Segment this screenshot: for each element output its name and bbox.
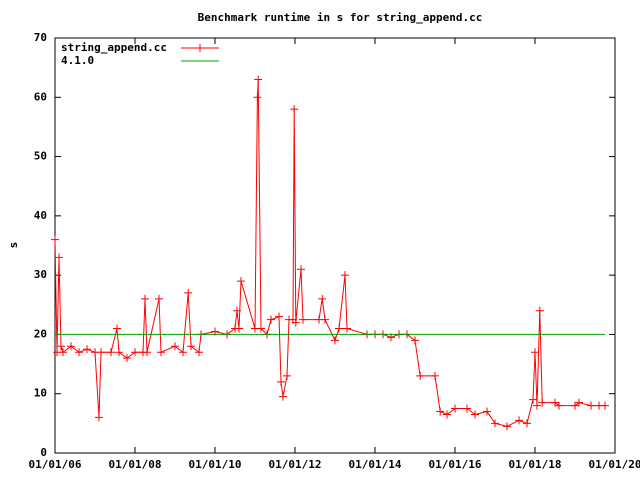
x-tick-label: 01/01/14 — [349, 458, 402, 471]
data-point — [237, 277, 245, 286]
data-point — [436, 407, 445, 416]
x-tick-label: 01/01/10 — [189, 458, 242, 471]
data-point — [463, 404, 471, 413]
data-point — [115, 348, 123, 357]
data-point — [555, 401, 563, 410]
data-point — [254, 75, 263, 84]
data-point — [483, 407, 491, 416]
data-point — [335, 324, 343, 333]
data-point — [275, 312, 283, 321]
data-point — [523, 419, 531, 428]
data-point — [503, 422, 511, 431]
data-point — [187, 342, 195, 351]
data-point — [587, 401, 595, 410]
x-tick-label: 01/01/18 — [509, 458, 562, 471]
data-point — [416, 371, 425, 380]
y-axis-label: s — [7, 242, 20, 249]
data-point — [471, 410, 479, 419]
data-point — [233, 306, 241, 315]
data-point — [195, 348, 203, 357]
data-point — [529, 395, 537, 404]
legend-marker — [196, 44, 204, 52]
data-point — [131, 348, 139, 357]
data-point — [451, 404, 459, 413]
data-point — [257, 324, 265, 333]
data-point — [97, 348, 105, 357]
y-tick-label: 10 — [34, 387, 47, 400]
data-point — [171, 342, 179, 351]
y-tick-label: 70 — [34, 31, 47, 44]
y-tick-label: 40 — [34, 209, 47, 222]
data-point — [431, 371, 439, 380]
data-point — [318, 294, 327, 303]
data-point — [277, 377, 285, 386]
data-point — [95, 413, 103, 422]
data-point — [291, 318, 300, 327]
data-point — [59, 348, 67, 357]
data-point — [143, 348, 151, 357]
x-tick-label: 01/01/16 — [429, 458, 482, 471]
data-point — [331, 336, 339, 345]
data-point — [575, 398, 583, 407]
data-point — [343, 324, 351, 333]
data-point — [55, 253, 63, 262]
data-point — [341, 271, 349, 280]
data-point — [533, 401, 541, 410]
y-tick-label: 20 — [34, 327, 47, 340]
y-tick-label: 0 — [40, 446, 47, 459]
data-point — [515, 416, 523, 425]
series-line — [54, 79, 605, 427]
data-point — [75, 348, 83, 357]
x-tick-label: 01/01/20 — [589, 458, 640, 471]
x-tick-label: 01/01/12 — [269, 458, 322, 471]
legend-label: string_append.cc — [61, 41, 167, 54]
y-tick-label: 30 — [34, 268, 47, 281]
data-point — [141, 294, 149, 303]
data-point — [57, 342, 65, 351]
data-point — [601, 401, 609, 410]
data-point — [67, 342, 75, 351]
data-point — [267, 315, 275, 324]
data-point — [157, 348, 165, 357]
y-tick-label: 50 — [34, 150, 47, 163]
data-point — [299, 315, 307, 324]
data-point — [443, 410, 451, 419]
data-point — [235, 324, 243, 333]
data-point — [179, 348, 187, 357]
data-point — [535, 306, 544, 315]
data-point — [290, 105, 299, 114]
data-point — [531, 348, 539, 357]
data-point — [491, 419, 499, 428]
legend-label: 4.1.0 — [61, 54, 94, 67]
x-tick-label: 01/01/08 — [109, 458, 162, 471]
data-point — [411, 336, 419, 345]
data-point — [253, 93, 262, 102]
data-point — [297, 265, 305, 274]
y-tick-label: 60 — [34, 90, 47, 103]
data-point — [279, 392, 287, 401]
data-point — [184, 288, 193, 297]
data-point — [321, 315, 329, 324]
plot-frame — [54, 37, 616, 454]
data-point — [155, 294, 163, 303]
data-point — [83, 345, 91, 354]
data-point — [51, 235, 59, 244]
data-point — [283, 371, 291, 380]
chart-title: Benchmark runtime in s for string_append… — [198, 11, 483, 24]
data-point — [107, 348, 115, 357]
data-point — [538, 398, 547, 407]
data-point — [113, 324, 121, 333]
x-tick-label: 01/01/06 — [29, 458, 82, 471]
data-point — [123, 354, 131, 363]
